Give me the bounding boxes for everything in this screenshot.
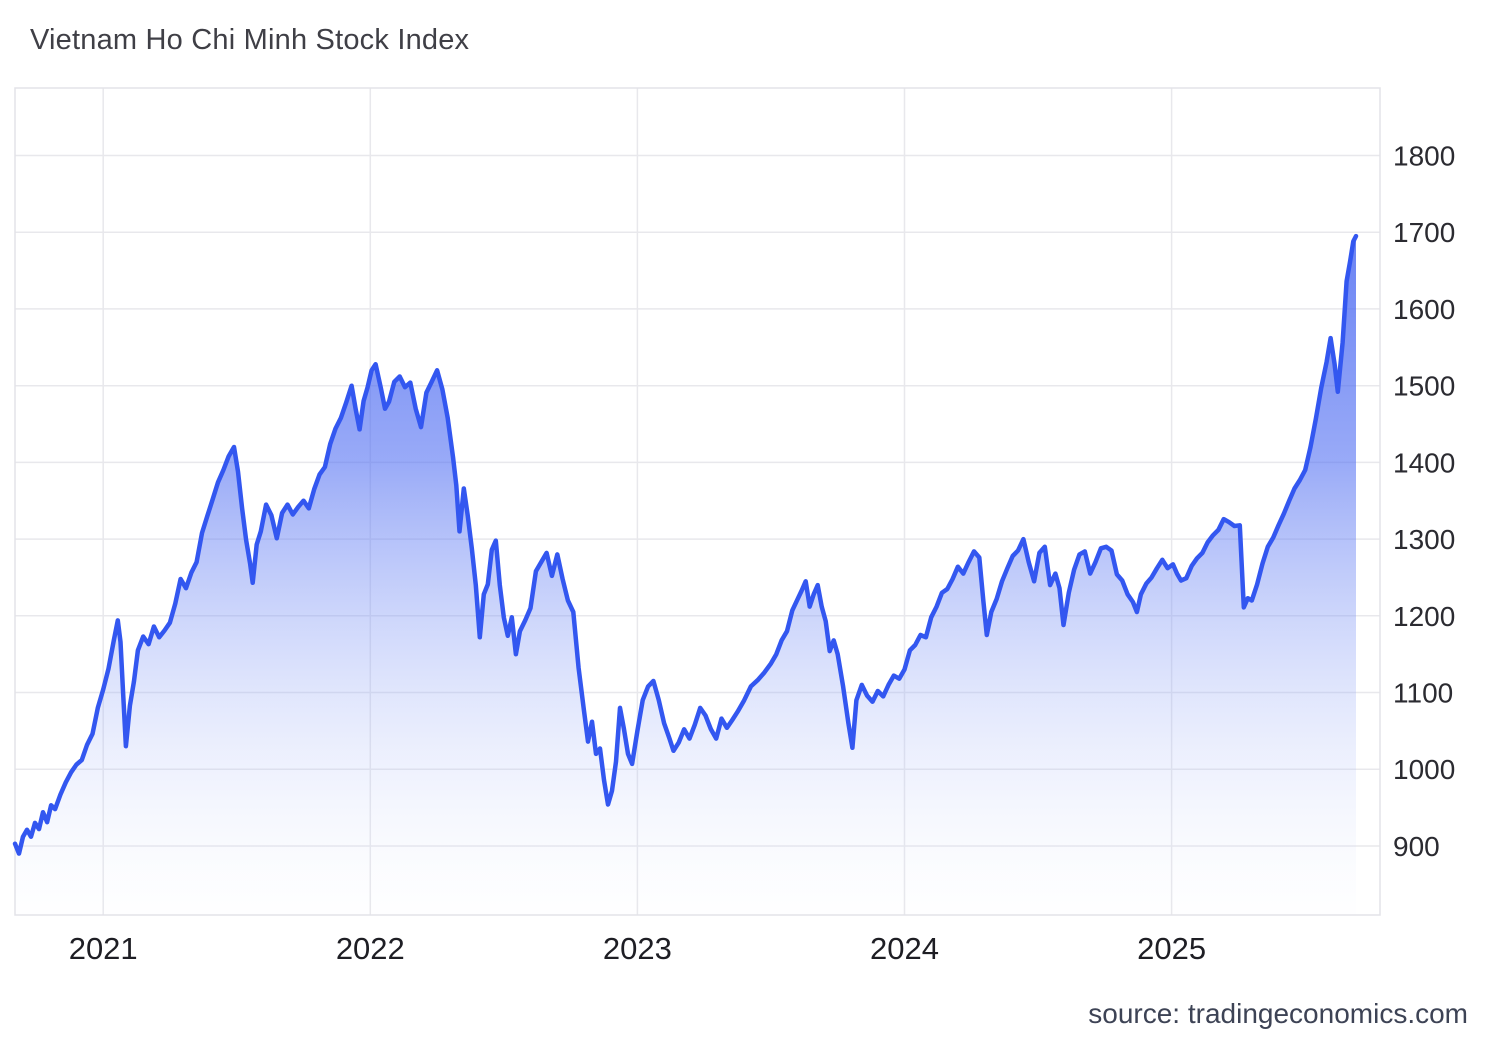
area-fill <box>15 236 1356 916</box>
chart-title: Vietnam Ho Chi Minh Stock Index <box>30 24 470 56</box>
y-tick-label: 1000 <box>1393 754 1455 785</box>
y-tick-label: 1100 <box>1393 678 1453 709</box>
y-tick-label: 900 <box>1393 831 1440 862</box>
x-tick-label: 2021 <box>69 931 138 966</box>
y-tick-label: 1300 <box>1393 524 1455 555</box>
source-credit: source: tradingeconomics.com <box>1088 998 1468 1029</box>
y-tick-label: 1400 <box>1393 447 1455 478</box>
x-tick-label: 2025 <box>1137 931 1206 966</box>
y-tick-label: 1200 <box>1393 601 1455 632</box>
x-tick-label: 2023 <box>603 931 672 966</box>
x-tick-label: 2022 <box>336 931 405 966</box>
x-tick-label: 2024 <box>870 931 939 966</box>
y-tick-label: 1700 <box>1393 217 1455 248</box>
y-tick-label: 1600 <box>1393 294 1455 325</box>
price-line[interactable] <box>12 233 1359 856</box>
y-tick-label: 1800 <box>1393 141 1455 172</box>
y-tick-label: 1500 <box>1393 371 1455 402</box>
